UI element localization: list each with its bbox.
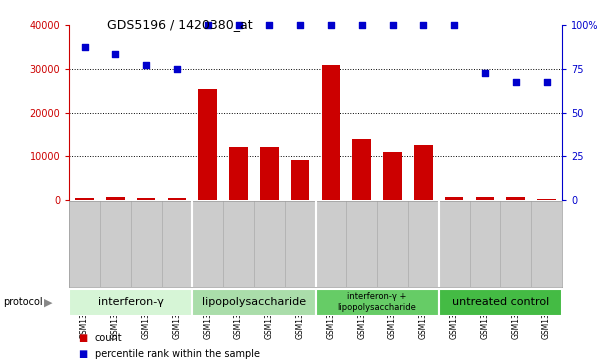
Bar <box>476 197 494 200</box>
Text: protocol: protocol <box>3 297 43 307</box>
Point <box>418 23 428 28</box>
Bar <box>439 289 562 316</box>
Text: GDS5196 / 1420380_at: GDS5196 / 1420380_at <box>108 18 253 31</box>
Text: ■: ■ <box>78 333 87 343</box>
Bar <box>322 65 340 200</box>
Point <box>511 79 520 85</box>
Bar <box>69 289 192 316</box>
Bar <box>75 198 94 200</box>
Bar <box>230 147 248 200</box>
Text: percentile rank within the sample: percentile rank within the sample <box>95 349 260 359</box>
Point <box>203 23 213 28</box>
Bar <box>507 197 525 200</box>
Point <box>111 51 120 57</box>
Bar <box>414 145 433 200</box>
Point <box>542 79 551 85</box>
Point <box>141 62 151 68</box>
Bar <box>316 289 439 316</box>
Text: interferon-γ: interferon-γ <box>98 297 163 307</box>
Bar <box>137 198 156 200</box>
Point <box>450 23 459 28</box>
Text: interferon-γ +
lipopolysaccharide: interferon-γ + lipopolysaccharide <box>338 293 416 312</box>
Point <box>357 23 367 28</box>
Point <box>480 70 490 76</box>
Point <box>80 44 90 50</box>
Text: ▶: ▶ <box>44 297 52 307</box>
Text: untreated control: untreated control <box>452 297 549 307</box>
Bar <box>537 199 556 200</box>
Text: count: count <box>95 333 123 343</box>
Bar <box>352 139 371 200</box>
Bar <box>383 152 402 200</box>
Bar <box>168 198 186 200</box>
Bar <box>198 89 217 200</box>
Bar <box>445 197 463 200</box>
Bar <box>192 289 316 316</box>
Bar <box>106 197 124 200</box>
Point <box>234 23 243 28</box>
Point <box>295 23 305 28</box>
Bar <box>291 160 310 200</box>
Point <box>172 66 182 72</box>
Text: ■: ■ <box>78 349 87 359</box>
Point <box>326 23 336 28</box>
Point <box>264 23 274 28</box>
Point <box>388 23 397 28</box>
Bar <box>260 147 279 200</box>
Text: lipopolysaccharide: lipopolysaccharide <box>202 297 306 307</box>
